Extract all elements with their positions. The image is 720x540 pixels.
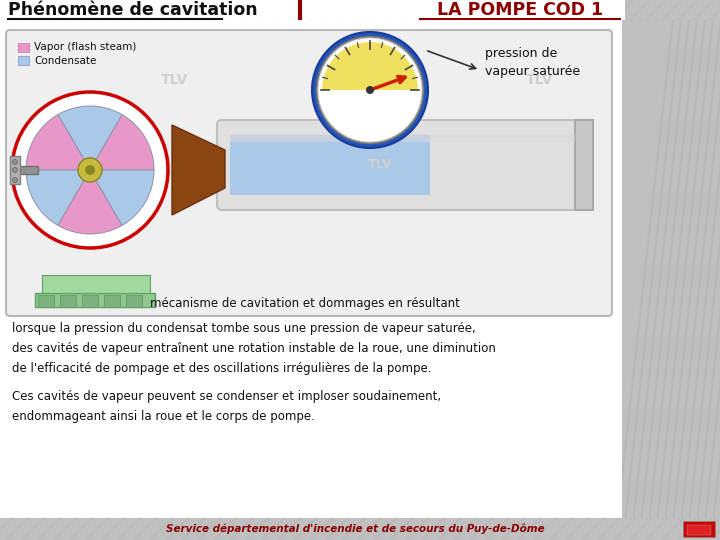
Wedge shape	[58, 106, 122, 160]
Bar	[0, 518, 720, 540]
Bar	[0, 0, 625, 20]
Text: TLV: TLV	[356, 153, 384, 167]
Bar	[687, 525, 711, 535]
Bar	[10, 156, 20, 184]
Text: Vapor (flash steam): Vapor (flash steam)	[34, 43, 136, 52]
Circle shape	[312, 32, 428, 148]
Text: TLV: TLV	[161, 73, 189, 87]
Text: TLV: TLV	[526, 153, 554, 167]
Bar	[42, 275, 150, 293]
Circle shape	[316, 36, 424, 144]
Bar	[230, 134, 575, 142]
Polygon shape	[172, 125, 225, 215]
Text: Phénomène de cavitation: Phénomène de cavitation	[8, 1, 258, 19]
Circle shape	[12, 178, 17, 183]
Bar	[82, 295, 98, 307]
Bar	[18, 56, 29, 65]
Text: TLV: TLV	[368, 159, 392, 172]
Bar	[60, 295, 76, 307]
FancyBboxPatch shape	[6, 30, 612, 316]
Bar	[575, 120, 593, 210]
Bar	[16, 166, 38, 174]
Text: TLV: TLV	[356, 73, 384, 87]
Bar	[230, 135, 430, 195]
Text: lorsque la pression du condensat tombe sous une pression de vapeur saturée,
des : lorsque la pression du condensat tombe s…	[12, 322, 496, 375]
Bar	[38, 295, 54, 307]
Wedge shape	[96, 170, 154, 225]
Text: TLV: TLV	[141, 143, 168, 157]
Text: Ces cavités de vapeur peuvent se condenser et imploser soudainement,
endommagean: Ces cavités de vapeur peuvent se condens…	[12, 390, 441, 423]
Wedge shape	[96, 114, 154, 170]
Text: pression de
vapeur saturée: pression de vapeur saturée	[485, 46, 580, 78]
Circle shape	[12, 92, 168, 248]
Circle shape	[366, 86, 374, 94]
Circle shape	[12, 167, 17, 172]
Bar	[104, 295, 120, 307]
Text: mécanisme de cavitation et dommages en résultant: mécanisme de cavitation et dommages en r…	[150, 296, 460, 309]
Wedge shape	[58, 180, 122, 234]
Circle shape	[78, 158, 102, 182]
Bar	[35, 293, 155, 307]
Circle shape	[318, 38, 422, 142]
Bar	[620, 0, 720, 540]
Circle shape	[12, 159, 17, 165]
Circle shape	[85, 165, 95, 175]
Text: Service départemental d'incendie et de secours du Puy-de-Dôme: Service départemental d'incendie et de s…	[166, 524, 544, 534]
Bar	[683, 521, 715, 537]
Text: LA POMPE COD 1: LA POMPE COD 1	[437, 1, 603, 19]
Bar	[0, 0, 720, 20]
Bar	[126, 295, 142, 307]
Wedge shape	[26, 114, 84, 170]
Bar	[0, 20, 622, 518]
Bar	[18, 43, 29, 52]
Text: Condensate: Condensate	[34, 56, 96, 65]
Text: TLV: TLV	[526, 73, 554, 87]
Wedge shape	[322, 42, 418, 90]
Wedge shape	[26, 170, 84, 225]
FancyBboxPatch shape	[217, 120, 587, 210]
